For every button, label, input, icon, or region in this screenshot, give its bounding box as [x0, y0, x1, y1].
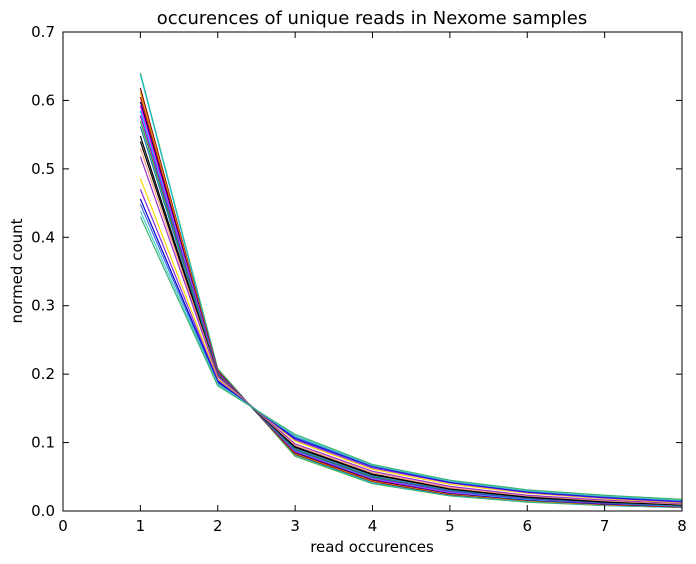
x-tick-label: 0 [58, 517, 68, 535]
series-line-21 [139, 216, 683, 500]
series-line-15 [139, 156, 683, 505]
x-tick-label: 8 [677, 517, 687, 535]
y-tick-label: 0.7 [31, 23, 55, 41]
x-axis-label: read occurences [310, 538, 434, 556]
series-line-16 [139, 178, 683, 504]
y-tick-label: 0.6 [31, 91, 55, 109]
chart-title: occurences of unique reads in Nexome sam… [157, 8, 588, 29]
series-line-20 [139, 211, 683, 501]
y-tick-label: 0.3 [31, 297, 55, 315]
series-line-17 [139, 189, 683, 503]
y-tick-label: 0.1 [31, 434, 55, 452]
x-tick-label: 3 [290, 517, 300, 535]
y-tick-label: 0.5 [31, 160, 55, 178]
ticks-layer: 0 1 2 3 4 5 6 7 8 0.0 0.1 0.2 0.3 0.4 0.5 0.6 0.7 [31, 23, 687, 535]
series-line-18 [139, 198, 683, 503]
y-axis-label: normed count [8, 218, 26, 323]
x-tick-label: 6 [522, 517, 532, 535]
x-tick-label: 7 [600, 517, 610, 535]
series-layer [139, 72, 683, 509]
x-tick-label: 5 [445, 517, 455, 535]
y-tick-label: 0.2 [31, 365, 55, 383]
y-tick-label: 0.0 [31, 502, 55, 520]
series-line-19 [139, 204, 683, 502]
y-tick-label: 0.4 [31, 228, 55, 246]
x-tick-label: 2 [213, 517, 223, 535]
x-tick-label: 4 [368, 517, 378, 535]
x-tick-label: 1 [136, 517, 146, 535]
